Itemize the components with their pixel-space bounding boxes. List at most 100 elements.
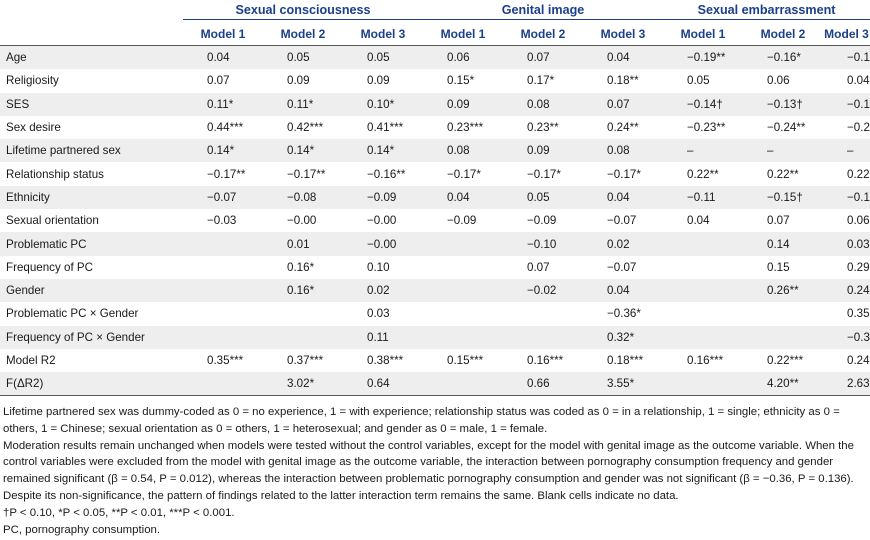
row-label: Lifetime partnered sex	[0, 139, 183, 163]
table-cell: −0.13†	[743, 92, 824, 116]
table-row: Religiosity 0.07 0.09 0.09 0.15* 0.17* 0.18** 0…	[0, 69, 870, 92]
table-cell: −0.14†	[663, 92, 744, 116]
table-cell: −0.00	[367, 214, 397, 228]
table-cell	[263, 325, 343, 349]
table-footnotes: Lifetime partnered sex was dummy-coded a…	[3, 404, 867, 538]
table-cell: 0.07	[527, 260, 550, 274]
table-cell	[663, 232, 744, 256]
table-cell: 0.38***	[367, 354, 404, 367]
table-cell	[663, 302, 743, 325]
table-cell: 0.04	[583, 185, 664, 210]
table-cell: −0.17*	[607, 167, 641, 181]
table-cell: 0.14*	[263, 139, 343, 163]
table-cell: −0.08	[263, 185, 343, 210]
table-cell: −0.10	[503, 232, 584, 256]
table-cell: −0.07	[183, 185, 263, 210]
table-cell	[503, 302, 583, 325]
table-cell: 0.22***	[767, 354, 804, 367]
table-cell: 0.04	[583, 278, 664, 303]
table-cell: 0.04	[687, 214, 710, 228]
table-cell: 0.10*	[343, 92, 424, 116]
table-cell: –	[743, 139, 824, 163]
row-label: SES	[0, 92, 183, 116]
table-cell: −0.23**	[687, 121, 726, 135]
table-cell: 0.16*	[287, 260, 315, 274]
table-cell	[183, 302, 263, 325]
table-cell	[423, 372, 504, 397]
table-cell: −0.03	[207, 214, 237, 228]
table-cell: −0.17*	[447, 167, 481, 181]
footnote-significance: †P < 0.10, *P < 0.05, **P < 0.01, ***P <…	[3, 506, 235, 519]
table-cell: 0.23***	[447, 121, 484, 135]
footnote-moderation: Moderation results remain unchanged when…	[3, 439, 854, 502]
table-row: Gender 0.16* 0.02 −0.02 0.04 0.26** 0.24	[0, 278, 870, 303]
table-cell: 0.05	[263, 45, 343, 70]
table-cell: 0.16***	[527, 354, 564, 367]
row-label: Relationship status	[6, 167, 104, 181]
model-header: Model 1	[423, 23, 504, 46]
table-cell: 0.07	[767, 214, 790, 228]
table-cell: 0.05	[503, 185, 584, 210]
outcome-header-sexual-consciousness: Sexual consciousness	[183, 0, 424, 23]
model-header: Model 2	[503, 23, 584, 46]
table-cell: 0.09	[503, 139, 584, 163]
table-cell: 0.37***	[287, 354, 324, 367]
row-label: Gender	[0, 278, 183, 303]
table-cell: 0.64	[343, 372, 424, 397]
table-cell: 0.06	[847, 214, 870, 228]
model-header: Model 1	[663, 23, 744, 46]
table-cell: 0.07	[583, 92, 664, 116]
outcome-header-row: Sexual consciousness Genital image Sexua…	[0, 0, 870, 23]
table-cell: −0.17**	[207, 167, 246, 181]
table-cell: −0.19**	[663, 45, 744, 70]
table-cell: 3.02*	[263, 372, 343, 397]
table-cell: 0.09	[423, 92, 504, 116]
table-cell: 0.10	[367, 260, 390, 274]
table-cell: –	[823, 139, 870, 163]
row-label: Age	[0, 45, 183, 70]
table-cell: –	[663, 139, 744, 163]
table-cell: 0.09	[287, 74, 310, 88]
table-cell: 0.15	[767, 260, 790, 274]
table-row: Frequency of PC × Gender 0.11 0.32* −0.34*	[0, 325, 870, 349]
table-row: Problematic PC 0.01 −0.00 −0.10 0.02 0.14 0.03	[0, 232, 870, 256]
table-cell: 0.05	[687, 74, 710, 88]
table-cell: −0.16**	[367, 167, 406, 181]
footnote-coding: Lifetime partnered sex was dummy-coded a…	[3, 406, 840, 435]
table-cell: 0.23**	[527, 121, 559, 135]
table-body: Age 0.04 0.05 0.05 0.06 0.07 0.04 −0.19** −0.16*…	[0, 45, 870, 397]
table-cell	[183, 256, 263, 279]
table-cell	[663, 278, 744, 303]
table-cell: 3.55*	[583, 372, 664, 397]
table-cell: −0.16*	[743, 45, 824, 70]
table-cell	[183, 372, 263, 397]
table-cell: 0.04	[847, 74, 870, 88]
table-cell	[743, 325, 824, 349]
row-label: F(ΔR2)	[0, 372, 183, 397]
table-cell	[183, 278, 263, 303]
table-cell: 0.41***	[367, 121, 404, 135]
table-cell: 0.66	[503, 372, 584, 397]
corner-cell	[0, 23, 183, 46]
row-label: Religiosity	[6, 74, 59, 88]
table-cell	[423, 302, 503, 325]
table-cell	[423, 256, 503, 279]
table-cell: 0.08	[503, 92, 584, 116]
table-cell: −0.00	[343, 232, 424, 256]
outcome-header-sexual-embarrassment: Sexual embarrassment	[663, 0, 870, 23]
table-cell: 0.04	[583, 45, 664, 70]
table-cell: −0.02	[503, 278, 584, 303]
table-cell: −0.15†	[743, 185, 824, 210]
table-cell: −0.13†	[823, 92, 870, 116]
table-cell: −0.24**	[767, 121, 806, 135]
table-cell: 0.11*	[183, 92, 263, 116]
table-cell: 0.24**	[607, 121, 639, 135]
row-label: Sex desire	[6, 121, 61, 135]
table-cell: −0.13†	[823, 45, 870, 70]
table-row: Problematic PC × Gender 0.03 −0.36* 0.35†	[0, 302, 870, 325]
table-cell	[423, 325, 504, 349]
footnote-abbreviation: PC, pornography consumption.	[3, 523, 161, 536]
model-header: Model 2	[263, 23, 343, 46]
table-cell: 0.35***	[207, 354, 244, 367]
table-cell	[183, 325, 263, 349]
